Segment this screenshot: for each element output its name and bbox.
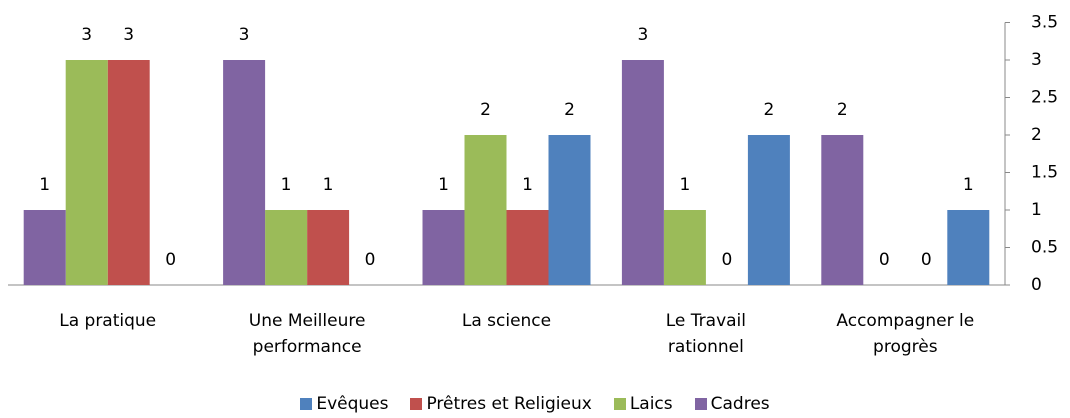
bar <box>107 60 150 285</box>
bar <box>23 210 66 285</box>
bar <box>747 135 790 285</box>
legend-item: Prêtres et Religieux <box>410 394 592 414</box>
data-label: 2 <box>763 100 774 120</box>
legend-label: Cadres <box>710 394 770 414</box>
y-tick-label: 0 <box>1031 275 1042 295</box>
data-label: 1 <box>281 175 292 195</box>
data-label: 2 <box>480 100 491 120</box>
legend-swatch <box>694 398 707 410</box>
y-tick-label: 3.5 <box>1031 13 1058 33</box>
legend-swatch <box>613 398 626 410</box>
legend-item: Evêques <box>300 394 388 414</box>
x-tick-label: La science <box>461 311 552 331</box>
data-label: 3 <box>637 25 648 45</box>
bar <box>506 210 549 285</box>
data-label: 0 <box>921 250 932 270</box>
bar <box>65 60 108 285</box>
data-label: 0 <box>879 250 890 270</box>
data-label: 3 <box>239 25 250 45</box>
legend-item: Laics <box>613 394 673 414</box>
data-label: 0 <box>165 250 176 270</box>
legend: Evêques Prêtres et Religieux Laics Cadres <box>0 394 1070 414</box>
legend-label: Prêtres et Religieux <box>426 394 592 414</box>
y-tick-label: 3 <box>1031 50 1042 70</box>
bar <box>422 210 465 285</box>
bar <box>821 135 864 285</box>
data-label: 0 <box>721 250 732 270</box>
legend-swatch <box>410 398 423 410</box>
data-label: 1 <box>679 175 690 195</box>
x-tick-label: Une Meilleure performance <box>248 311 366 357</box>
bar <box>265 210 308 285</box>
data-label: 1 <box>39 175 50 195</box>
y-tick-label: 1.5 <box>1031 163 1058 183</box>
x-tick-label: La pratique <box>59 311 157 331</box>
legend-label: Laics <box>629 394 673 414</box>
data-label: 1 <box>963 175 974 195</box>
bar <box>307 210 350 285</box>
bar <box>663 210 706 285</box>
bar <box>548 135 591 285</box>
data-label: 1 <box>522 175 533 195</box>
legend-label: Evêques <box>316 394 389 414</box>
x-tick-label: Le Travail rationnel <box>665 311 747 357</box>
data-label: 1 <box>438 175 449 195</box>
data-label: 3 <box>123 25 134 45</box>
x-tick-label: Accompagner le progrès <box>836 311 975 357</box>
data-label: 1 <box>323 175 334 195</box>
data-label: 2 <box>837 100 848 120</box>
y-tick-label: 1 <box>1031 200 1042 220</box>
legend-item: Cadres <box>694 394 770 414</box>
bar <box>947 210 990 285</box>
bar <box>223 60 266 285</box>
y-tick-label: 0.5 <box>1031 238 1058 258</box>
y-tick-label: 2 <box>1031 125 1042 145</box>
data-label: 2 <box>564 100 575 120</box>
legend-swatch <box>300 398 313 410</box>
y-tick-label: 2.5 <box>1031 88 1058 108</box>
data-label: 0 <box>365 250 376 270</box>
data-label: 3 <box>81 25 92 45</box>
bar <box>621 60 664 285</box>
bar <box>464 135 507 285</box>
